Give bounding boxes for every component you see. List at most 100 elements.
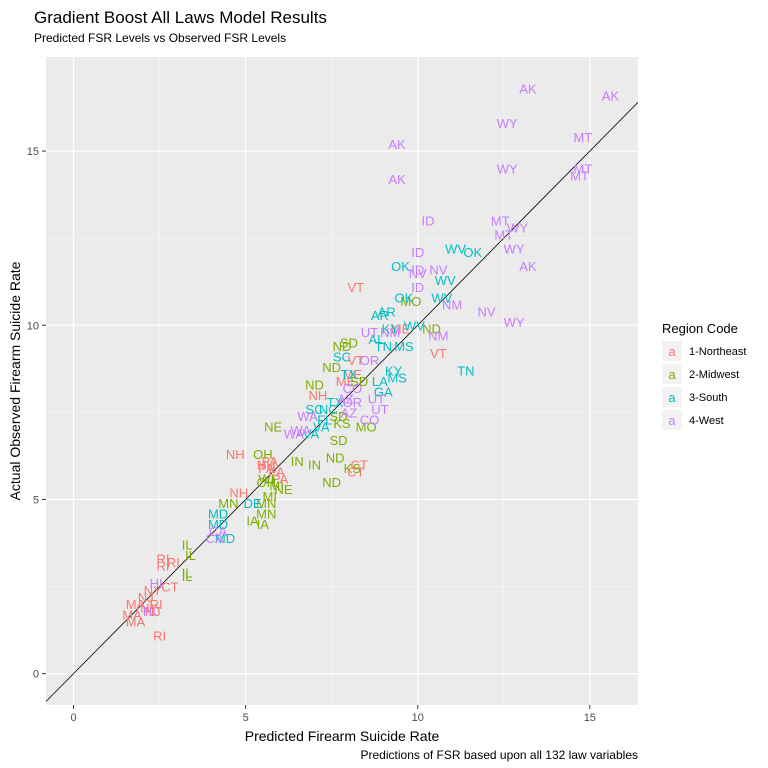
point-label: TN bbox=[375, 339, 392, 354]
legend-label: 2-Midwest bbox=[689, 369, 739, 381]
tick-labels: 0 5 10 15 0 5 10 15 bbox=[27, 146, 596, 724]
point-label: OR bbox=[343, 395, 363, 410]
point-label: CT bbox=[351, 458, 368, 473]
point-label: WY bbox=[504, 315, 525, 330]
point-label: PA bbox=[258, 461, 275, 476]
point-label: AZ bbox=[341, 405, 358, 420]
legend-label: 3-South bbox=[689, 392, 728, 404]
point-label: WV bbox=[435, 273, 456, 288]
point-label: ND bbox=[422, 322, 441, 337]
point-label: AK bbox=[602, 88, 620, 103]
point-label: NV bbox=[478, 304, 496, 319]
point-label: SC bbox=[305, 402, 323, 417]
grid bbox=[46, 57, 638, 705]
point-label: NH bbox=[226, 447, 245, 462]
point-label: TN bbox=[457, 364, 474, 379]
point-label: NM bbox=[442, 297, 462, 312]
point-label: HI bbox=[150, 576, 163, 591]
point-label: MD bbox=[208, 506, 228, 521]
point-label: IL bbox=[182, 569, 193, 584]
x-tick-label: 0 bbox=[70, 712, 76, 724]
point-label: MN bbox=[256, 506, 276, 521]
point-label: HI bbox=[143, 604, 156, 619]
point-label: FL bbox=[317, 412, 332, 427]
point-label: MS bbox=[394, 339, 414, 354]
legend-key bbox=[662, 341, 682, 361]
x-tick-label: 15 bbox=[584, 712, 596, 724]
point-label: MS bbox=[387, 371, 407, 386]
point-label: SD bbox=[330, 433, 348, 448]
point-label: NE bbox=[274, 482, 292, 497]
point-label: LA bbox=[372, 374, 388, 389]
chart-subtitle: Predicted FSR Levels vs Observed FSR Lev… bbox=[34, 31, 286, 45]
point-label: ME bbox=[343, 367, 363, 382]
point-label: MT bbox=[574, 161, 593, 176]
point-label: WA bbox=[284, 426, 305, 441]
point-label: MT bbox=[570, 168, 589, 183]
point-label: MT bbox=[491, 214, 510, 229]
legend-key bbox=[662, 364, 682, 384]
point-label: GA bbox=[374, 384, 393, 399]
x-axis-title: Predicted Firearm Suicide Rate bbox=[245, 728, 440, 744]
point-label: OH bbox=[253, 447, 273, 462]
point-label: AR bbox=[378, 304, 396, 319]
legend-title: Region Code bbox=[662, 321, 738, 336]
y-tick-label: 5 bbox=[33, 494, 39, 506]
point-label: NJ bbox=[145, 604, 161, 619]
point-label: IA bbox=[257, 517, 270, 532]
point-label: VA bbox=[303, 426, 320, 441]
point-label: WV bbox=[404, 318, 425, 333]
point-label: ND bbox=[333, 339, 352, 354]
point-label: AL bbox=[368, 332, 384, 347]
point-label: NE bbox=[264, 419, 282, 434]
point-label: RI bbox=[157, 552, 170, 567]
legend-label: 1-Northeast bbox=[689, 346, 746, 358]
point-label: OH bbox=[257, 475, 277, 490]
point-label: RI bbox=[157, 559, 170, 574]
point-label: VT bbox=[347, 280, 364, 295]
point-label: IL bbox=[182, 538, 193, 553]
point-label: NM bbox=[428, 329, 448, 344]
point-label: KS bbox=[344, 461, 362, 476]
reference-line-layer bbox=[45, 102, 639, 702]
point-label: SD bbox=[350, 374, 368, 389]
point-label: MD bbox=[208, 517, 228, 532]
point-label: NY bbox=[140, 600, 158, 615]
point-label: WY bbox=[504, 242, 525, 257]
point-label: NH bbox=[257, 458, 276, 473]
point-label: IL bbox=[182, 566, 193, 581]
chart-title: Gradient Boost All Laws Model Results bbox=[34, 8, 327, 27]
point-label: ND bbox=[322, 360, 341, 375]
point-label: NC bbox=[319, 402, 338, 417]
point-label: PA bbox=[272, 472, 289, 487]
point-label: KS bbox=[333, 416, 351, 431]
point-label: VT bbox=[347, 353, 364, 368]
point-label: MD bbox=[215, 531, 235, 546]
point-label: VA bbox=[313, 419, 330, 434]
point-label: ID bbox=[411, 263, 424, 278]
point-label: AK bbox=[519, 81, 537, 96]
point-label: WV bbox=[431, 290, 452, 305]
point-label: RI bbox=[167, 555, 180, 570]
point-label: KY bbox=[385, 364, 403, 379]
point-label: CT bbox=[347, 465, 364, 480]
x-tick-label: 10 bbox=[412, 712, 424, 724]
plot-panel bbox=[46, 57, 638, 705]
legend-glyph: a bbox=[668, 390, 676, 405]
y-axis-title: Actual Observed Firearm Suicide Rate bbox=[7, 261, 23, 500]
point-label: IA bbox=[246, 513, 259, 528]
point-label: OK bbox=[391, 259, 410, 274]
point-label: MT bbox=[574, 130, 593, 145]
point-label: TX bbox=[327, 395, 344, 410]
legend-key bbox=[662, 410, 682, 430]
point-label: WY bbox=[507, 221, 528, 236]
point-label: RI bbox=[153, 628, 166, 643]
point-label: AK bbox=[519, 259, 537, 274]
point-label: MA bbox=[126, 614, 146, 629]
point-label: UT bbox=[368, 391, 385, 406]
point-label: RI bbox=[150, 597, 163, 612]
legend-entries: a 1-Northeast a 2-Midwest a 3-South a 4-West bbox=[662, 341, 746, 430]
point-label: ID bbox=[422, 214, 435, 229]
